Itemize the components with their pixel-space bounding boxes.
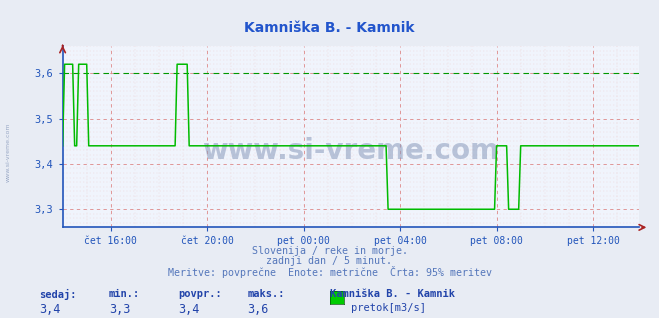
Text: www.si-vreme.com: www.si-vreme.com [202, 137, 500, 165]
Text: Kamniška B. - Kamnik: Kamniška B. - Kamnik [244, 21, 415, 35]
Text: sedaj:: sedaj: [40, 289, 77, 300]
Text: 3,4: 3,4 [178, 303, 199, 316]
Text: Kamniška B. - Kamnik: Kamniška B. - Kamnik [330, 289, 455, 299]
Text: 3,4: 3,4 [40, 303, 61, 316]
Text: 3,6: 3,6 [247, 303, 268, 316]
Text: Slovenija / reke in morje.: Slovenija / reke in morje. [252, 246, 407, 256]
Text: povpr.:: povpr.: [178, 289, 221, 299]
Text: Meritve: povprečne  Enote: metrične  Črta: 95% meritev: Meritve: povprečne Enote: metrične Črta:… [167, 266, 492, 278]
Text: zadnji dan / 5 minut.: zadnji dan / 5 minut. [266, 256, 393, 266]
Text: pretok[m3/s]: pretok[m3/s] [351, 303, 426, 313]
Text: 3,3: 3,3 [109, 303, 130, 316]
Text: maks.:: maks.: [247, 289, 285, 299]
Text: www.si-vreme.com: www.si-vreme.com [5, 123, 11, 183]
Text: min.:: min.: [109, 289, 140, 299]
